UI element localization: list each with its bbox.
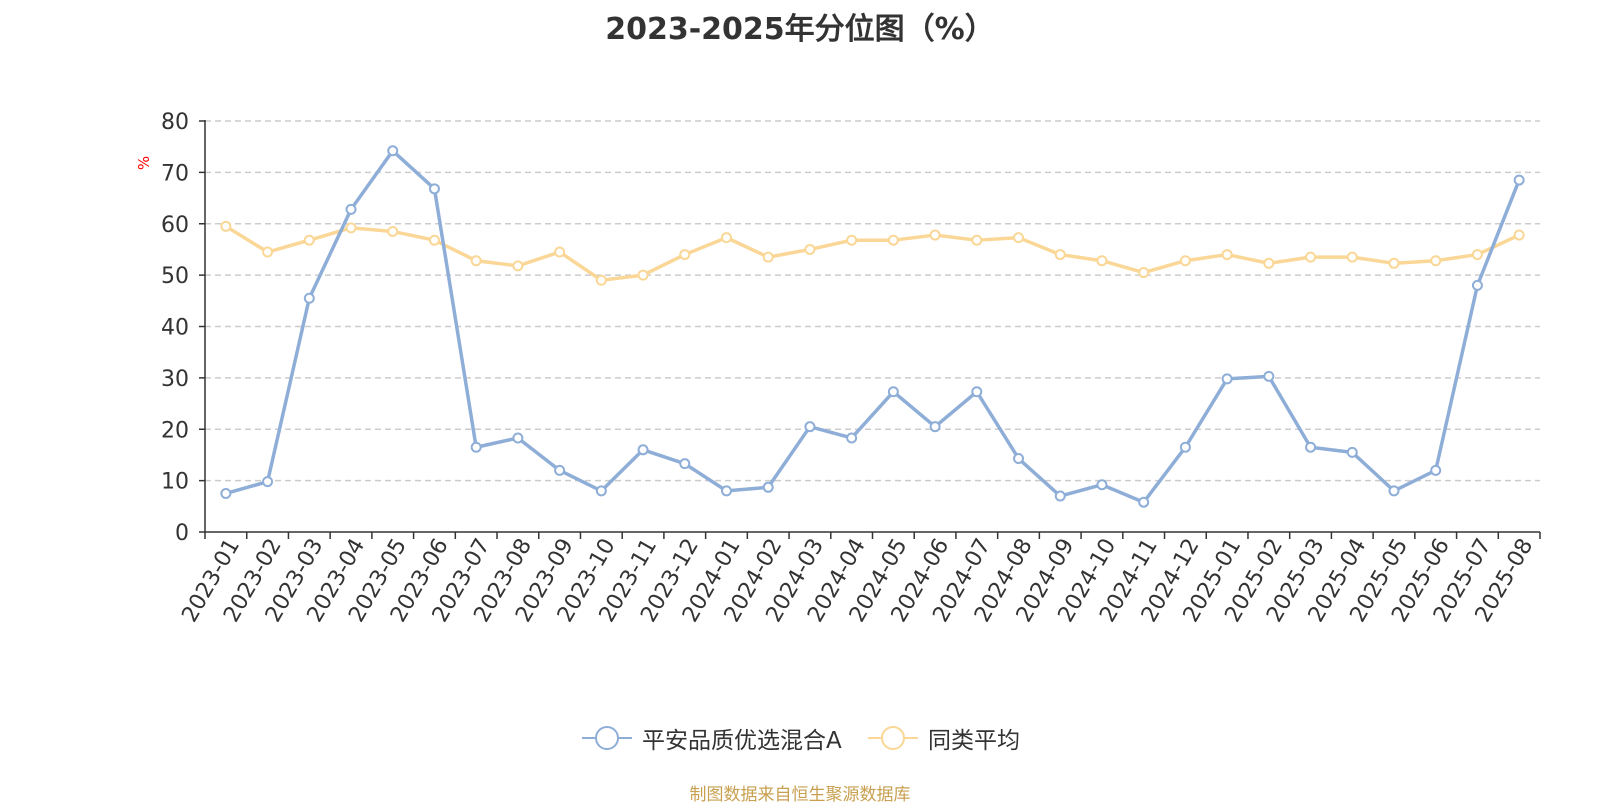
data-point-0 [929,421,941,433]
data-point-0 [1388,485,1400,497]
series-line-1 [224,224,1520,283]
y-tick-label: 80 [161,110,189,135]
data-point-0 [303,292,315,304]
data-point-0 [345,203,357,215]
data-point-0 [762,481,774,493]
data-point-0 [1471,279,1483,291]
data-point-0 [554,464,566,476]
y-tick-label: 50 [161,264,189,289]
data-point-1 [220,220,232,232]
data-point-0 [262,476,274,488]
data-point-0 [595,485,607,497]
y-tick-label: 30 [161,367,189,392]
legend-swatch-average [868,726,918,750]
legend-swatch-fund [582,726,632,750]
data-point-0 [1305,441,1317,453]
data-point-1 [1138,267,1150,279]
axes: 01020304050607080%2023-012023-022023-032… [135,110,1541,627]
chart-title: 2023-2025年分位图（%） [605,12,995,47]
data-point-1 [929,229,941,241]
series-line-0 [225,149,1521,504]
y-axis-label: % [135,156,153,170]
data-point-1 [1179,255,1191,267]
data-point-1 [428,234,440,246]
data-point-1 [1305,251,1317,263]
data-point-1 [804,243,816,255]
data-point-1 [512,260,524,272]
y-tick-label: 70 [161,161,189,186]
data-point-1 [262,246,274,258]
data-point-1 [1263,257,1275,269]
y-tick-label: 10 [161,470,189,495]
y-tick-label: 0 [175,521,189,546]
data-point-1 [1054,249,1066,261]
series-lines [224,149,1521,504]
data-points [220,145,1525,508]
data-point-0 [720,485,732,497]
data-point-0 [1221,373,1233,385]
data-point-0 [512,432,524,444]
data-point-1 [1346,251,1358,263]
data-point-1 [1471,249,1483,261]
data-point-0 [1263,370,1275,382]
source-note: 制图数据来自恒生聚源数据库 [689,785,911,805]
data-point-1 [470,255,482,267]
legend-label-average: 同类平均 [928,728,1020,754]
data-point-1 [345,222,357,234]
data-point-1 [1221,249,1233,261]
data-point-1 [387,225,399,237]
data-point-1 [887,234,899,246]
data-point-1 [679,249,691,261]
data-point-0 [428,183,440,195]
legend-label-fund: 平安品质优选混合A [642,728,842,754]
data-point-1 [720,232,732,244]
data-point-0 [887,386,899,398]
data-point-0 [470,441,482,453]
data-point-0 [1054,490,1066,502]
data-point-0 [971,386,983,398]
data-point-1 [1388,257,1400,269]
legend-item-fund[interactable]: 平安品质优选混合A [580,722,842,754]
data-point-1 [1513,229,1525,241]
data-point-0 [846,432,858,444]
data-point-0 [1138,496,1150,508]
data-point-1 [554,246,566,258]
data-point-1 [762,251,774,263]
data-point-1 [303,234,315,246]
data-point-1 [1096,255,1108,267]
data-point-0 [1096,479,1108,491]
legend-item-average[interactable]: 同类平均 [866,722,1020,754]
data-point-0 [637,444,649,456]
data-point-0 [1346,446,1358,458]
data-point-0 [220,487,232,499]
data-point-1 [595,274,607,286]
grid-lines [205,120,1540,482]
data-point-1 [1013,232,1025,244]
data-point-0 [387,145,399,157]
data-point-0 [1513,174,1525,186]
y-tick-label: 60 [161,213,189,238]
y-tick-label: 40 [161,316,189,341]
data-point-0 [1179,441,1191,453]
data-point-1 [1430,255,1442,267]
data-point-0 [1430,464,1442,476]
y-tick-label: 20 [161,418,189,443]
data-point-0 [679,458,691,470]
data-point-1 [846,234,858,246]
data-point-1 [971,234,983,246]
data-point-0 [1013,453,1025,465]
data-point-0 [804,421,816,433]
data-point-1 [637,269,649,281]
